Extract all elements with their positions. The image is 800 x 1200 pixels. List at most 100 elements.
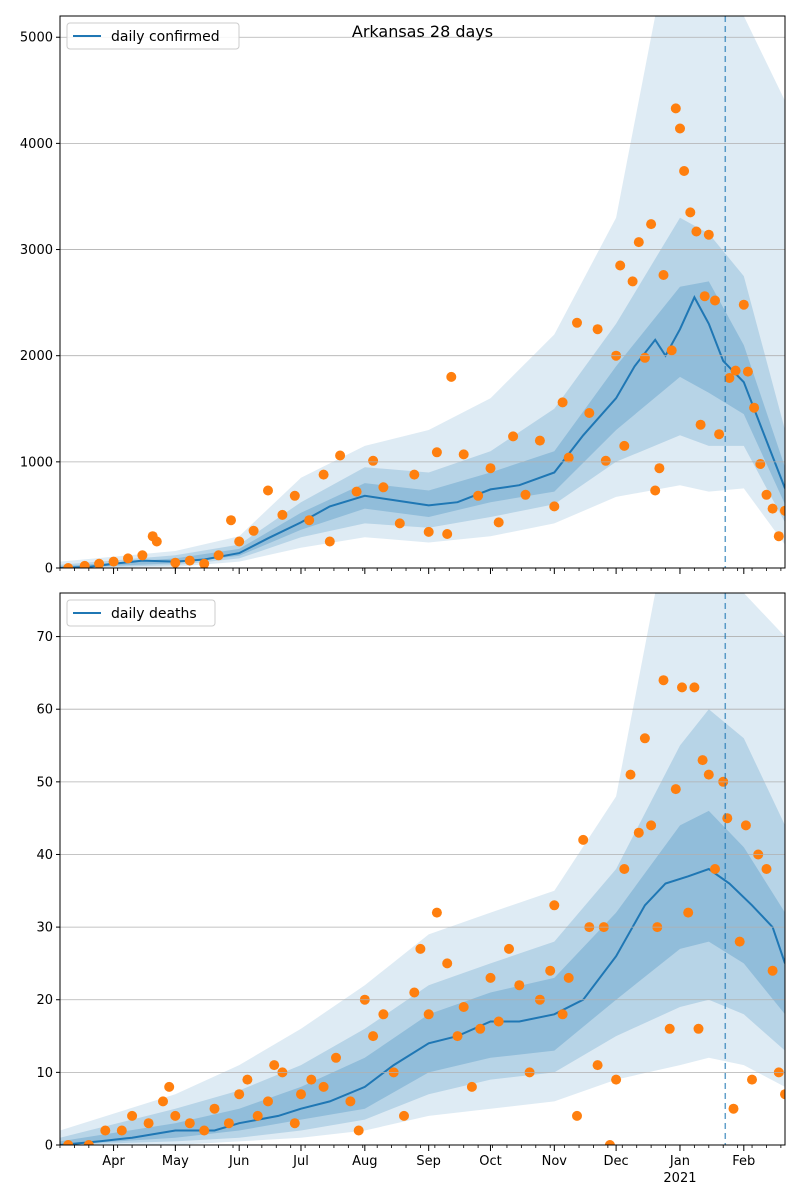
data-point (158, 1096, 168, 1107)
data-point (318, 1081, 329, 1092)
data-point (127, 1110, 138, 1121)
x-tick-sublabel: 2021 (663, 1171, 696, 1186)
data-point (378, 482, 389, 493)
data-point (670, 784, 681, 795)
data-point (184, 1118, 195, 1129)
data-point (545, 965, 556, 976)
data-point (695, 419, 706, 430)
data-point (677, 682, 687, 693)
data-point (703, 229, 714, 240)
data-point (431, 447, 442, 458)
data-point (773, 531, 784, 542)
data-point (63, 1140, 74, 1145)
data-point (213, 550, 224, 561)
data-point (318, 469, 329, 480)
data-point (619, 864, 630, 874)
data-point (485, 972, 496, 983)
data-point (466, 1081, 477, 1092)
data-point (592, 324, 603, 335)
data-point (767, 503, 778, 514)
deaths-panel: 0 10 20 30 40 50 60 70 Apr May Jun Jul Aug Sep Oct Nov D… (36, 592, 786, 1186)
legend: daily confirmed (66, 22, 240, 50)
data-point (170, 557, 181, 568)
data-point (234, 536, 245, 547)
data-point (639, 352, 650, 363)
data-point (584, 408, 595, 418)
y-tick-label: 20 (36, 993, 53, 1008)
data-point (423, 1009, 434, 1020)
data-point (600, 455, 611, 466)
data-point (296, 1089, 306, 1100)
data-point (263, 1096, 273, 1107)
data-point (730, 365, 741, 376)
data-point (724, 373, 735, 383)
data-point (442, 529, 453, 539)
data-point (199, 558, 210, 568)
data-point (658, 675, 669, 686)
data-point (100, 1125, 111, 1136)
uncertainty-band-1 (60, 16, 785, 568)
data-point (664, 1023, 675, 1034)
x-tick-label: Sep (416, 1154, 441, 1169)
data-point (423, 526, 434, 537)
data-point (780, 505, 785, 516)
data-point (654, 463, 665, 474)
data-point (670, 103, 681, 114)
data-point (108, 556, 119, 567)
data-point (345, 1096, 356, 1107)
data-point (164, 1081, 175, 1092)
data-point (619, 440, 630, 451)
uncertainty-band-1 (60, 593, 785, 1145)
data-point (625, 769, 636, 780)
data-point (269, 1060, 280, 1071)
data-point (534, 435, 545, 446)
legend: daily deaths (66, 599, 216, 627)
y-tick-label: 50 (36, 775, 53, 790)
data-point (409, 469, 420, 480)
data-point (689, 682, 700, 693)
data-point (691, 226, 702, 237)
data-point (722, 813, 733, 824)
legend-box (66, 22, 240, 50)
axes-frame (59, 15, 786, 569)
data-point (263, 485, 273, 496)
y-tick-label: 0 (45, 562, 53, 577)
uncertainty-band-2 (60, 709, 785, 1145)
data-point (767, 965, 778, 976)
data-point (742, 366, 753, 377)
plot-area (60, 16, 785, 568)
data-point (289, 1118, 300, 1129)
data-point (368, 1031, 379, 1042)
x-tick-label: Oct (479, 1154, 501, 1169)
data-point (415, 943, 426, 954)
data-point (699, 291, 710, 302)
data-point (639, 733, 650, 744)
data-point (458, 1002, 469, 1012)
data-point (761, 489, 772, 500)
data-point (431, 907, 442, 918)
y-tick-label: 70 (36, 630, 53, 645)
data-point (368, 455, 379, 466)
data-point (549, 501, 560, 512)
data-point (685, 207, 696, 218)
data-point (452, 1031, 463, 1042)
data-point (710, 864, 720, 874)
data-point (324, 536, 335, 547)
data-point (679, 166, 690, 176)
data-point (123, 553, 133, 564)
data-point (234, 1089, 245, 1100)
data-point (184, 555, 195, 566)
data-point (703, 769, 714, 780)
x-tick-label: Nov (542, 1154, 568, 1169)
data-point (248, 525, 259, 536)
data-point (749, 402, 760, 413)
data-point (557, 1009, 568, 1020)
plot-area (60, 593, 785, 1145)
data-point (761, 864, 772, 874)
data-point (137, 550, 148, 561)
data-point (394, 518, 405, 529)
data-point (572, 317, 582, 328)
data-point (646, 219, 657, 230)
data-point (79, 560, 90, 568)
y-tick-label: 60 (36, 703, 53, 718)
